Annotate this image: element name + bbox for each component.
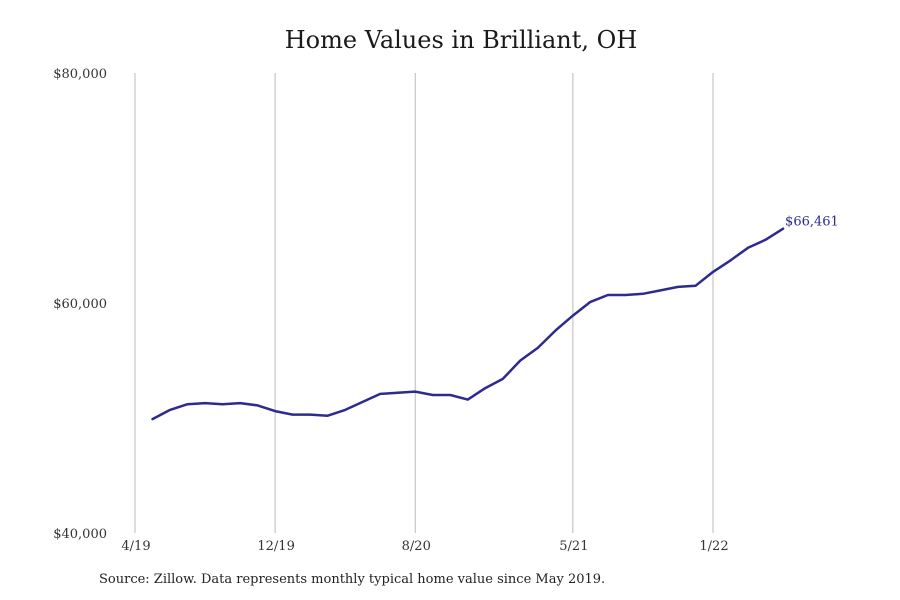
series-line	[151, 227, 785, 421]
y-axis-tick-labels: $40,000 $60,000 $80,000	[53, 67, 107, 542]
chart-title: Home Values in Brilliant, OH	[284, 26, 638, 54]
y-tick-label: $40,000	[53, 527, 107, 542]
x-axis-tick-labels: 4/19 12/19 8/20 5/21 1/22	[121, 539, 728, 554]
x-tick-label: 4/19	[121, 539, 150, 554]
source-footnote: Source: Zillow. Data represents monthly …	[99, 572, 606, 587]
x-tick-label: 1/22	[699, 539, 728, 554]
x-tick-label: 8/20	[402, 539, 431, 554]
y-tick-label: $60,000	[53, 297, 107, 312]
y-tick-label: $80,000	[53, 67, 107, 82]
series-line-group: $66,461	[151, 215, 839, 421]
grid-lines	[134, 73, 714, 533]
x-tick-label: 12/19	[257, 539, 294, 554]
end-value-label: $66,461	[785, 215, 839, 230]
x-tick-label: 5/21	[559, 539, 588, 554]
